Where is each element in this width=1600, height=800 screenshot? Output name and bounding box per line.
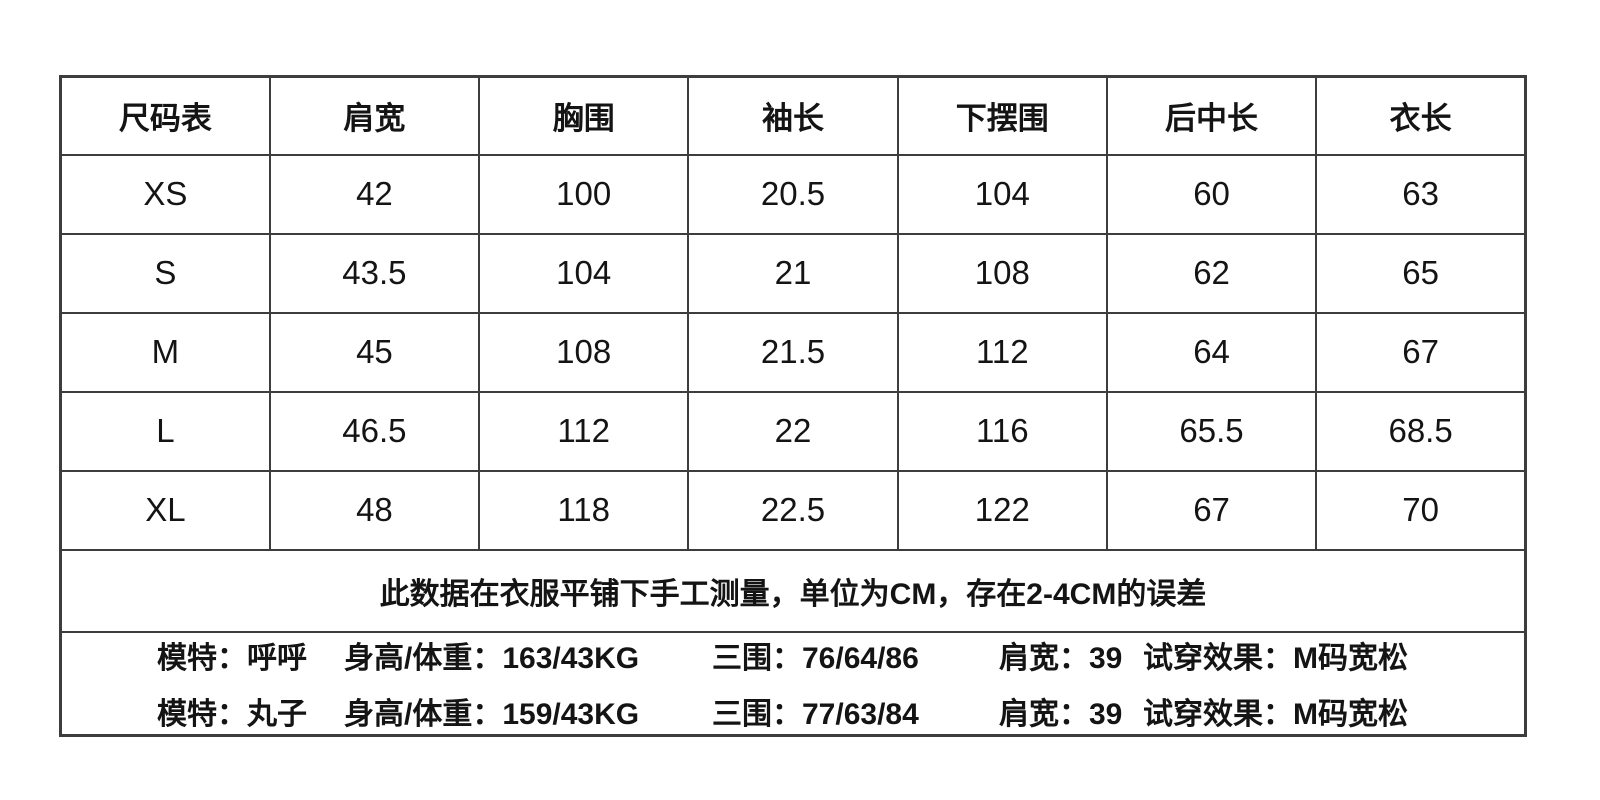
measurement-cell: 65 bbox=[1315, 232, 1527, 314]
column-header-back-length: 后中长 bbox=[1105, 75, 1318, 156]
measurement-cell: 67 bbox=[1315, 311, 1527, 393]
table-row-s: S 43.5 104 21 108 62 65 bbox=[59, 232, 1527, 314]
size-cell: L bbox=[59, 390, 271, 472]
measurement-cell: 62 bbox=[1105, 232, 1318, 314]
table-row-l: L 46.5 112 22 116 65.5 68.5 bbox=[59, 390, 1527, 472]
column-header-sleeve-length: 袖长 bbox=[687, 75, 899, 156]
column-header-size-chart: 尺码表 bbox=[59, 75, 271, 156]
model-name: 模特：丸子 bbox=[157, 698, 307, 732]
model-info-line: 模特：丸子 身高/体重：159/43KG 三围：77/63/84 肩宽：39 试… bbox=[157, 689, 1524, 733]
measurement-cell: 118 bbox=[478, 469, 690, 551]
model-shoulder: 肩宽：39 bbox=[999, 698, 1123, 732]
measurement-cell: 70 bbox=[1315, 469, 1527, 551]
measurement-cell: 112 bbox=[478, 390, 690, 472]
measurement-cell: 64 bbox=[1105, 311, 1318, 393]
measurement-cell: 104 bbox=[896, 153, 1108, 235]
model-name: 模特：呼呼 bbox=[157, 642, 307, 676]
measurement-cell: 112 bbox=[896, 311, 1108, 393]
column-header-garment-length: 衣长 bbox=[1315, 75, 1527, 156]
model-info-lines: 模特：呼呼 身高/体重：163/43KG 三围：76/64/86 肩宽：39 试… bbox=[157, 634, 1524, 734]
size-cell: M bbox=[59, 311, 271, 393]
table-row-xs: XS 42 100 20.5 104 60 63 bbox=[59, 153, 1527, 235]
model-fit-result: 试穿效果：M码宽松 bbox=[1143, 642, 1408, 676]
measurement-cell: 60 bbox=[1105, 153, 1318, 235]
model-fit-result: 试穿效果：M码宽松 bbox=[1143, 698, 1408, 732]
measurement-cell: 46.5 bbox=[268, 390, 481, 472]
measurement-note: 此数据在衣服平铺下手工测量，单位为CM，存在2-4CM的误差 bbox=[59, 548, 1527, 633]
measurement-cell: 20.5 bbox=[687, 153, 899, 235]
measurement-cell: 22.5 bbox=[687, 469, 899, 551]
measurement-cell: 63 bbox=[1315, 153, 1527, 235]
model-height-weight: 身高/体重：159/43KG bbox=[344, 698, 640, 732]
table-row-xl: XL 48 118 22.5 122 67 70 bbox=[59, 469, 1527, 551]
size-cell: S bbox=[59, 232, 271, 314]
size-cell: XS bbox=[59, 153, 271, 235]
column-header-shoulder-width: 肩宽 bbox=[268, 75, 481, 156]
measurement-cell: 21 bbox=[687, 232, 899, 314]
model-measurements: 三围：77/63/84 bbox=[712, 698, 919, 732]
model-info-row: 模特：呼呼 身高/体重：163/43KG 三围：76/64/86 肩宽：39 试… bbox=[59, 630, 1527, 737]
measurement-cell: 108 bbox=[896, 232, 1108, 314]
measurement-cell: 100 bbox=[478, 153, 690, 235]
measurement-cell: 65.5 bbox=[1105, 390, 1318, 472]
measurement-cell: 48 bbox=[268, 469, 481, 551]
model-measurements: 三围：76/64/86 bbox=[712, 642, 919, 676]
model-shoulder: 肩宽：39 bbox=[999, 642, 1123, 676]
measurement-cell: 116 bbox=[896, 390, 1108, 472]
measurement-cell: 22 bbox=[687, 390, 899, 472]
column-header-hem: 下摆围 bbox=[896, 75, 1108, 156]
size-cell: XL bbox=[59, 469, 271, 551]
measurement-cell: 67 bbox=[1105, 469, 1318, 551]
measurement-cell: 42 bbox=[268, 153, 481, 235]
note-row: 此数据在衣服平铺下手工测量，单位为CM，存在2-4CM的误差 bbox=[59, 548, 1527, 633]
measurement-cell: 45 bbox=[268, 311, 481, 393]
table-row-m: M 45 108 21.5 112 64 67 bbox=[59, 311, 1527, 393]
measurement-cell: 43.5 bbox=[268, 232, 481, 314]
column-header-chest: 胸围 bbox=[478, 75, 690, 156]
size-chart-table: 尺码表 肩宽 胸围 袖长 下摆围 后中长 衣长 XS 42 100 20.5 1… bbox=[59, 75, 1527, 737]
measurement-cell: 104 bbox=[478, 232, 690, 314]
model-info-cell: 模特：呼呼 身高/体重：163/43KG 三围：76/64/86 肩宽：39 试… bbox=[59, 630, 1527, 737]
measurement-cell: 68.5 bbox=[1315, 390, 1527, 472]
measurement-cell: 21.5 bbox=[687, 311, 899, 393]
measurement-cell: 108 bbox=[478, 311, 690, 393]
measurement-cell: 122 bbox=[896, 469, 1108, 551]
model-info-line: 模特：呼呼 身高/体重：163/43KG 三围：76/64/86 肩宽：39 试… bbox=[157, 634, 1524, 678]
header-row: 尺码表 肩宽 胸围 袖长 下摆围 后中长 衣长 bbox=[59, 75, 1527, 156]
model-height-weight: 身高/体重：163/43KG bbox=[344, 642, 640, 676]
